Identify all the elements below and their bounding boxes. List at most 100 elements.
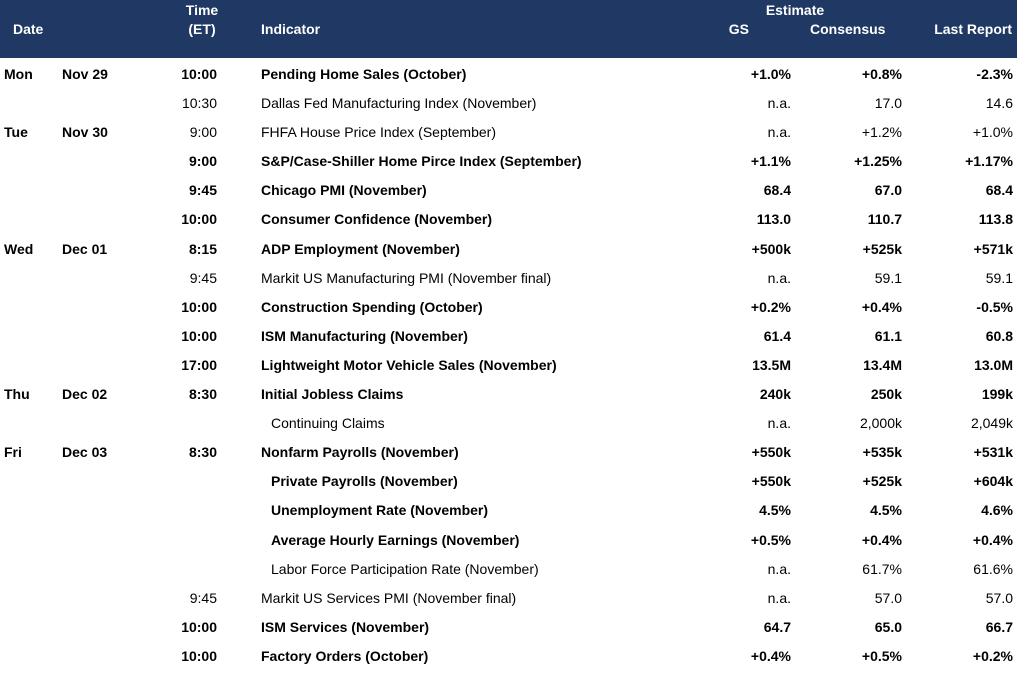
row-time: 8:30: [188, 444, 217, 461]
row-indicator: Factory Orders (October): [261, 647, 429, 664]
row-indicator: Continuing Claims: [271, 415, 385, 432]
row-consensus: 110.7: [867, 211, 902, 228]
table-row: 9:45 Markit US Manufacturing PMI (Novembe…: [0, 263, 1017, 292]
row-gs-estimate: 240k: [759, 386, 791, 403]
row-indicator: ISM Services (November): [261, 618, 430, 635]
row-last-report: 61.6%: [973, 560, 1013, 577]
row-time: 9:45: [188, 182, 217, 199]
row-last-report: +604k: [973, 473, 1013, 490]
row-indicator: Construction Spending (October): [261, 298, 483, 315]
row-indicator: Private Payrolls (November): [271, 473, 458, 490]
row-day: Thu: [4, 386, 30, 403]
row-date: Nov 29: [62, 66, 108, 82]
row-consensus: 4.5%: [870, 502, 902, 519]
row-consensus: +0.4%: [861, 298, 902, 315]
row-gs-estimate: +500k: [751, 240, 791, 257]
row-time: 9:45: [189, 269, 217, 286]
table-row: 10:30 Dallas Fed Manufacturing Index (Nov…: [0, 88, 1017, 117]
row-last-report: -0.5%: [976, 298, 1013, 315]
row-consensus: 13.4M: [863, 356, 902, 373]
row-consensus: 2,000k: [859, 415, 902, 432]
table-row: Average Hourly Earnings (November) +0.5% +…: [0, 525, 1017, 554]
row-consensus: +0.8%: [861, 66, 902, 82]
table-row: 10:00 ISM Services (November) 64.7 65.0 66.7: [0, 612, 1017, 641]
row-indicator: Nonfarm Payrolls (November): [261, 444, 459, 461]
row-time: 10:00: [181, 298, 217, 315]
row-day: Fri: [4, 444, 22, 461]
row-gs-estimate: +0.5%: [750, 531, 791, 548]
table-row: Unemployment Rate (November) 4.5% 4.5% 4.6%: [0, 495, 1017, 524]
table-row: 10:00 Construction Spending (October) +0.2…: [0, 292, 1017, 321]
row-consensus: 59.1: [874, 269, 902, 286]
row-consensus: +1.25%: [854, 153, 902, 170]
row-time: 9:00: [188, 153, 217, 170]
row-date: Dec 02: [62, 386, 108, 403]
row-indicator: Initial Jobless Claims: [261, 386, 404, 403]
row-indicator: Markit US Manufacturing PMI (November fi…: [261, 269, 552, 286]
row-gs-estimate: 61.4: [763, 327, 791, 344]
header-indicator: Indicator: [261, 21, 321, 37]
row-consensus: +525k: [862, 473, 902, 490]
table-row: Labor Force Participation Rate (November…: [0, 554, 1017, 583]
row-gs-estimate: n.a.: [767, 269, 791, 286]
row-time: 8:15: [188, 240, 217, 257]
row-gs-estimate: n.a.: [767, 124, 791, 141]
row-indicator: Unemployment Rate (November): [271, 502, 489, 519]
row-gs-estimate: +0.4%: [750, 647, 791, 664]
row-indicator: Consumer Confidence (November): [261, 211, 493, 228]
row-gs-estimate: n.a.: [767, 589, 791, 606]
row-gs-estimate: 113.0: [756, 211, 791, 228]
table-row: Tue Nov 30 9:00 FHFA House Price Index (Sep…: [0, 117, 1017, 146]
table-row: Fri Dec 03 8:30 Nonfarm Payrolls (November)…: [0, 437, 1017, 466]
row-time: 10:00: [181, 327, 217, 344]
row-last-report: 68.4: [985, 182, 1013, 199]
row-time: 9:00: [189, 124, 217, 141]
row-consensus: 67.0: [874, 182, 902, 199]
row-last-report: 60.8: [985, 327, 1013, 344]
row-indicator: S&P/Case-Shiller Home Pirce Index (Septe…: [261, 153, 582, 170]
table-header: Date Time (ET) Indicator Estimate GS Con…: [0, 0, 1017, 58]
row-consensus: +0.5%: [861, 647, 902, 664]
row-last-report: 14.6: [985, 95, 1013, 112]
row-gs-estimate: n.a.: [767, 560, 791, 577]
row-last-report: +0.2%: [972, 647, 1013, 664]
table-row: Continuing Claims n.a. 2,000k 2,049k: [0, 408, 1017, 437]
table-row: Thu Dec 02 8:30 Initial Jobless Claims 240k 2…: [0, 379, 1017, 408]
row-last-report: +1.17%: [965, 153, 1013, 170]
table-row: 9:00 S&P/Case-Shiller Home Pirce Index (S…: [0, 146, 1017, 175]
row-last-report: +571k: [973, 240, 1013, 257]
row-gs-estimate: 13.5M: [752, 356, 791, 373]
row-indicator: Lightweight Motor Vehicle Sales (Novembe…: [261, 356, 557, 373]
row-last-report: +1.0%: [972, 124, 1013, 141]
row-last-report: +0.4%: [972, 531, 1013, 548]
row-time: 10:00: [181, 618, 217, 635]
row-last-report: 199k: [981, 386, 1013, 403]
row-date: Dec 01: [62, 240, 108, 257]
header-date: Date: [13, 21, 44, 37]
row-gs-estimate: +0.2%: [750, 298, 791, 315]
row-last-report: +531k: [973, 444, 1013, 461]
row-day: Wed: [4, 240, 34, 257]
row-gs-estimate: 4.5%: [759, 502, 791, 519]
row-gs-estimate: 68.4: [763, 182, 791, 199]
row-gs-estimate: +1.0%: [750, 66, 791, 82]
row-day: Mon: [4, 66, 33, 82]
row-consensus: +1.2%: [861, 124, 902, 141]
row-date: Nov 30: [62, 124, 108, 141]
table-row: 9:45 Markit US Services PMI (November fin…: [0, 583, 1017, 612]
row-indicator: Average Hourly Earnings (November): [271, 531, 520, 548]
row-time: 10:30: [181, 95, 217, 112]
row-indicator: Labor Force Participation Rate (November…: [271, 560, 539, 577]
header-time-zone: (ET): [188, 21, 216, 37]
row-gs-estimate: +550k: [751, 473, 791, 490]
row-last-report: 57.0: [985, 589, 1013, 606]
row-date: Dec 03: [62, 444, 108, 461]
row-indicator: Markit US Services PMI (November final): [261, 589, 517, 606]
row-last-report: 13.0M: [974, 356, 1013, 373]
row-consensus: +535k: [862, 444, 902, 461]
row-time: 10:00: [181, 647, 217, 664]
header-last-report: Last Report: [934, 21, 1012, 37]
table-row: Wed Dec 01 8:15 ADP Employment (November) +5…: [0, 234, 1017, 263]
row-consensus: 61.1: [874, 327, 902, 344]
